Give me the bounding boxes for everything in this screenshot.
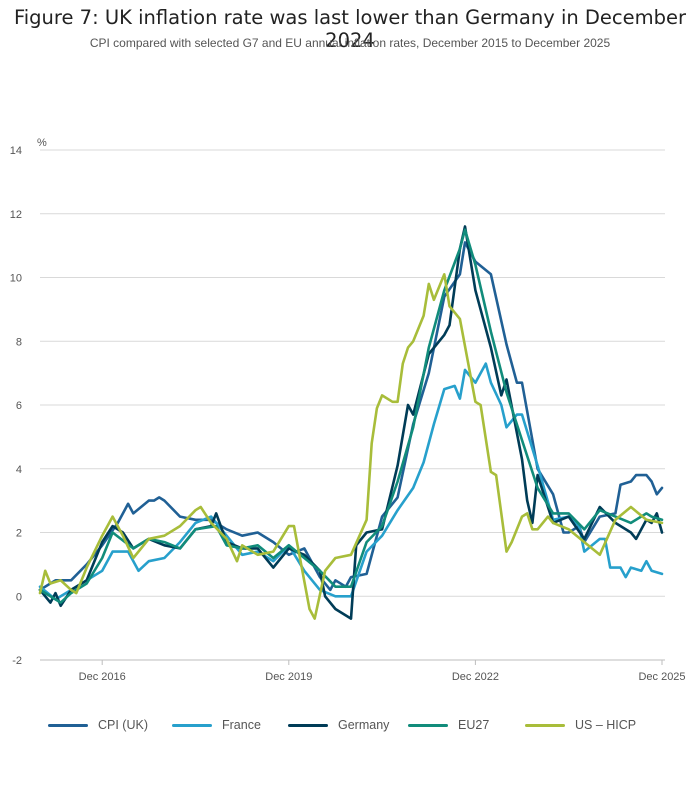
series-line-france — [38, 362, 664, 601]
legend-item-us-hicp[interactable]: US – HICP — [525, 714, 636, 736]
legend-item-eu27[interactable]: EU27 — [408, 714, 489, 736]
x-tick-label: Dec 2025 — [638, 671, 685, 683]
legend-item-cpi-uk[interactable]: CPI (UK) — [48, 714, 148, 736]
x-tick-label: Dec 2016 — [79, 671, 126, 683]
series-line-us-hicp — [38, 273, 664, 620]
legend-swatch — [48, 723, 88, 727]
y-tick-label: 0 — [16, 591, 22, 603]
y-tick-label: 12 — [10, 209, 22, 221]
legend-label: EU27 — [458, 718, 490, 732]
x-tick-label: Dec 2019 — [265, 671, 312, 683]
chart-title: Figure 7: UK inflation rate was last low… — [13, 6, 687, 52]
legend-swatch — [288, 723, 328, 727]
legend-label: CPI (UK) — [98, 718, 148, 732]
series-line-cpi-uk — [38, 241, 664, 592]
legend-swatch — [172, 723, 212, 727]
legend-item-france[interactable]: France — [172, 714, 261, 736]
y-tick-label: 4 — [16, 464, 22, 476]
y-tick-label: -2 — [12, 655, 22, 667]
legend-label: US – HICP — [575, 718, 637, 732]
x-axis: Dec 2016 Dec 2019 Dec 2022 Dec 2025 — [40, 659, 686, 683]
legend-item-germany[interactable]: Germany — [288, 714, 389, 736]
line-chart: % -2 0 2 4 6 8 10 12 14 Dec 2016 Dec 2019 Dec 2022… — [10, 137, 686, 683]
y-axis-unit-label: % — [37, 137, 47, 149]
y-tick-label: 2 — [16, 528, 22, 540]
legend-swatch — [408, 723, 448, 727]
chart-subtitle: CPI compared with selected G7 and EU ann… — [89, 36, 611, 50]
legend-label: France — [222, 718, 261, 732]
legend-label: Germany — [338, 718, 390, 732]
y-axis: % -2 0 2 4 6 8 10 12 14 — [10, 137, 47, 667]
series-lines — [38, 225, 664, 620]
y-tick-label: 6 — [16, 400, 22, 412]
legend-swatch — [525, 723, 565, 727]
series-line-eu27 — [38, 228, 664, 604]
chart-legend: CPI (UK) France Germany EU27 US – HICP — [0, 714, 700, 738]
y-tick-label: 8 — [16, 336, 22, 348]
y-tick-label: 10 — [10, 273, 22, 285]
x-tick-label: Dec 2022 — [452, 671, 499, 683]
y-tick-label: 14 — [10, 145, 22, 157]
